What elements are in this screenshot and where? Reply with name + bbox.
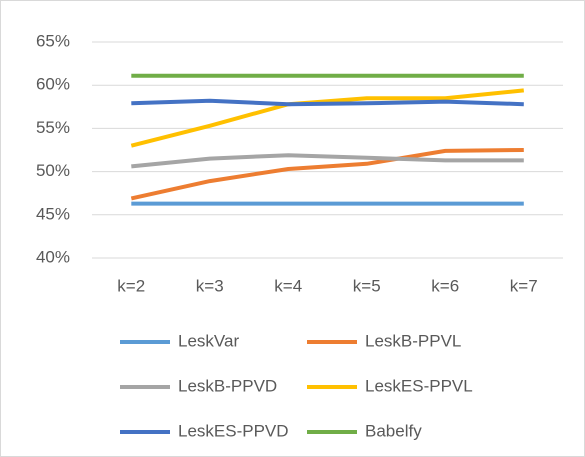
x-tick-label: k=6 (431, 276, 459, 295)
series-line (130, 88, 524, 148)
legend-label: LeskB-PPVD (178, 376, 277, 395)
x-tick-label: k=3 (196, 276, 224, 295)
y-tick-label: 65% (36, 31, 70, 50)
series-line (131, 98, 524, 107)
legend-label: LeskVar (178, 331, 239, 350)
y-tick-label: 60% (36, 75, 70, 94)
series-line (130, 148, 524, 201)
legend-label: LeskES-PPVL (365, 376, 473, 395)
y-tick-label: 40% (36, 247, 70, 266)
x-tick-label: k=7 (510, 276, 538, 295)
x-tick-label: k=5 (353, 276, 381, 295)
y-tick-label: 45% (36, 204, 70, 223)
x-tick-label: k=4 (274, 276, 302, 295)
y-tick-label: 50% (36, 161, 70, 180)
series-line (131, 153, 524, 169)
x-tick-label: k=2 (117, 276, 145, 295)
legend-label: LeskB-PPVL (365, 331, 461, 350)
legend-label: LeskES-PPVD (178, 421, 289, 440)
y-tick-label: 55% (36, 118, 70, 137)
legend-label: Babelfy (365, 421, 422, 440)
